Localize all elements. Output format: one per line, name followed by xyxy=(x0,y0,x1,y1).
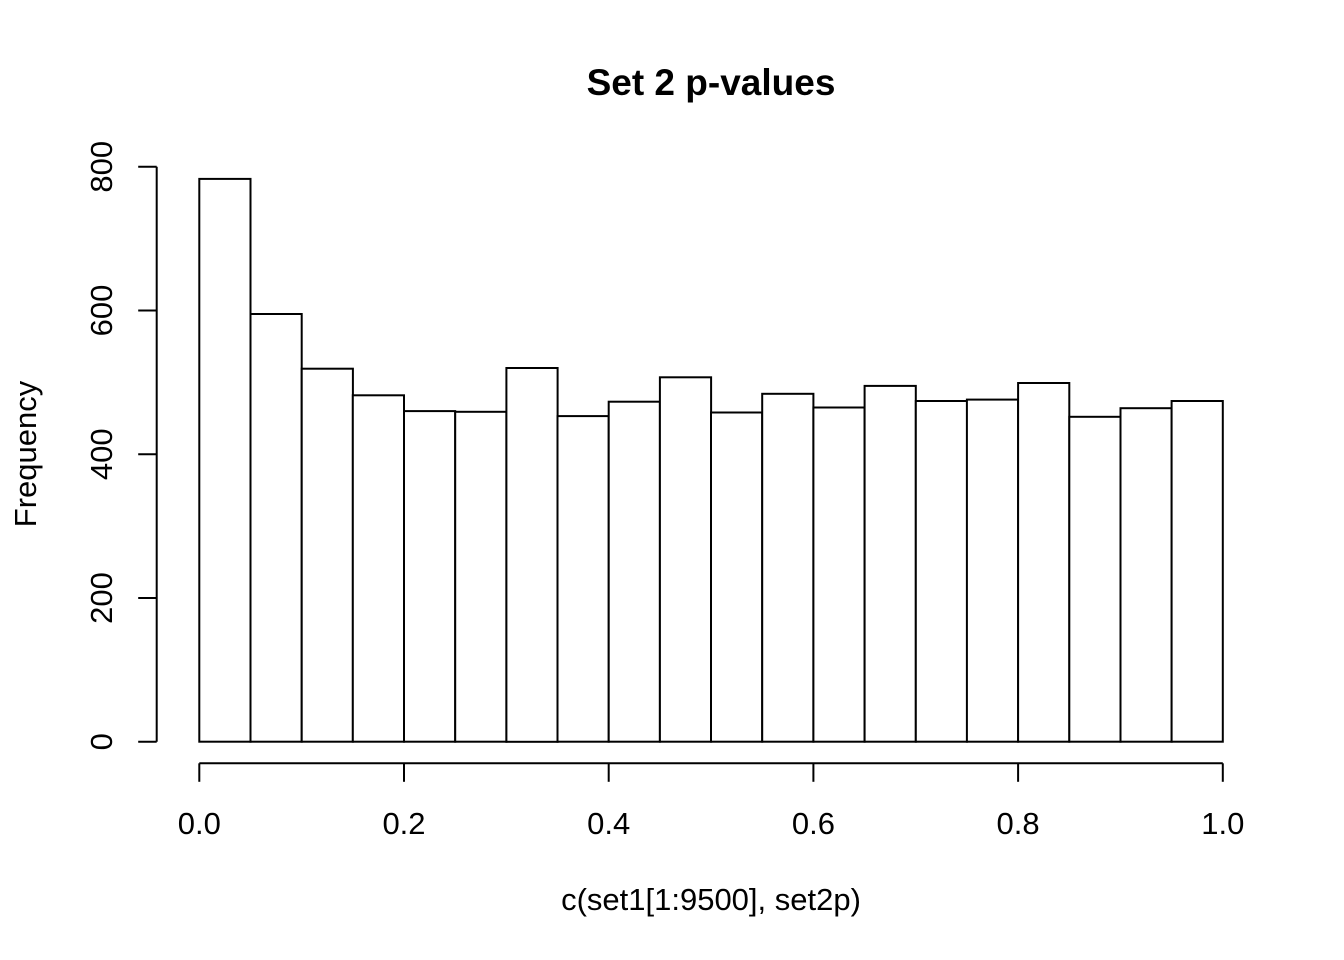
y-tick-label: 200 xyxy=(84,572,119,624)
histogram-bar xyxy=(658,376,713,743)
y-tick-label: 0 xyxy=(84,733,119,750)
histogram-bar xyxy=(198,177,252,743)
chart-title: Set 2 p-values xyxy=(587,62,836,103)
x-tick-label: 1.0 xyxy=(1201,806,1244,841)
x-axis: 0.0 0.2 0.4 0.6 0.8 1.0 xyxy=(178,762,1244,841)
x-tick-label: 0.8 xyxy=(997,806,1040,841)
histogram-bar xyxy=(1068,415,1122,743)
y-tick-label: 800 xyxy=(84,141,119,193)
histogram-bar xyxy=(351,394,405,743)
y-tick-label: 600 xyxy=(84,285,119,337)
histogram-bar xyxy=(710,411,764,743)
x-tick-label: 0.6 xyxy=(792,806,835,841)
x-tick-label: 0.4 xyxy=(587,806,630,841)
histogram-bar xyxy=(1119,407,1173,743)
y-axis: 0 200 400 600 800 xyxy=(84,141,158,750)
histogram-bar xyxy=(1170,400,1224,743)
y-tick-label: 400 xyxy=(84,428,119,480)
histogram-bar xyxy=(965,398,1020,743)
histogram-bars xyxy=(198,177,1224,743)
histogram-bar xyxy=(812,406,866,743)
histogram-bar xyxy=(1017,382,1071,743)
x-tick-label: 0.0 xyxy=(178,806,221,841)
histogram-bar xyxy=(761,392,815,743)
histogram-bar xyxy=(403,410,457,743)
histogram-bar xyxy=(249,313,303,743)
histogram-bar xyxy=(556,415,610,743)
histogram-bar xyxy=(914,400,968,743)
y-axis-label: Frequency xyxy=(8,380,43,527)
histogram-bar xyxy=(454,410,508,743)
histogram-bar xyxy=(863,384,917,743)
x-tick-label: 0.2 xyxy=(382,806,425,841)
histogram-bar xyxy=(607,400,661,743)
histogram-bar xyxy=(505,367,559,743)
histogram-bar xyxy=(300,367,354,743)
x-axis-label: c(set1[1:9500], set2p) xyxy=(561,882,861,917)
